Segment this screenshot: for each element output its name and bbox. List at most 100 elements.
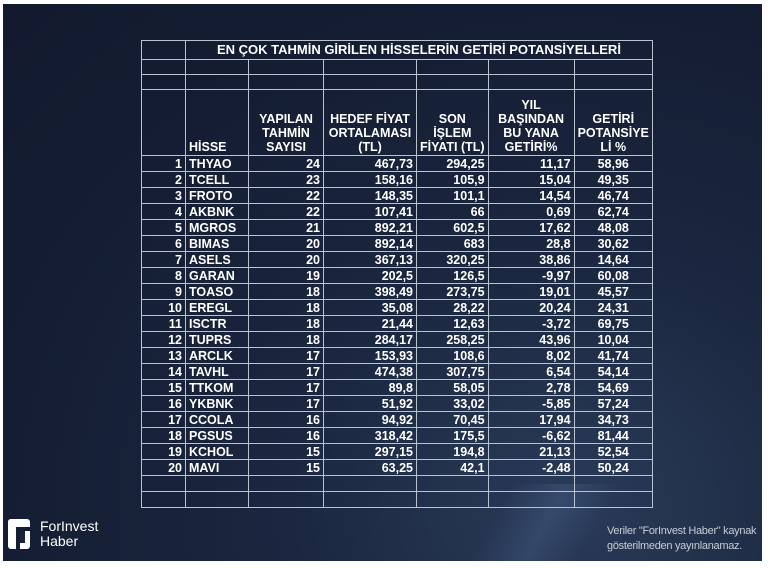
cell-ytd-return: 14,54 bbox=[487, 187, 575, 204]
cell-target-price-avg: 892,14 bbox=[323, 235, 417, 252]
cell-ytd-return: 38,86 bbox=[487, 251, 575, 268]
table-row: 11 ISCTR 18 21,44 12,63 -3,72 69,75 bbox=[141, 315, 653, 332]
cell-return-potential: 49,35 bbox=[573, 171, 653, 188]
cell-estimate-count: 22 bbox=[248, 187, 324, 204]
cell-ytd-return: -2,48 bbox=[487, 459, 575, 476]
cell-last-price: 194,8 bbox=[416, 443, 489, 460]
cell-rank: 12 bbox=[141, 331, 186, 348]
cell-estimate-count: 16 bbox=[248, 427, 324, 444]
cell-estimate-count: 16 bbox=[248, 411, 324, 428]
cell-ytd-return: 17,94 bbox=[487, 411, 575, 428]
cell-target-price-avg: 474,38 bbox=[323, 363, 417, 380]
header-stock: HİSSE bbox=[185, 89, 249, 156]
cell-rank: 15 bbox=[141, 379, 186, 396]
table-row: 9 TOASO 18 398,49 273,75 19,01 45,57 bbox=[141, 283, 653, 300]
infographic-panel: EN ÇOK TAHMİN GİRİLEN HİSSELERİN GETİRİ … bbox=[3, 4, 762, 561]
cell-stock: FROTO bbox=[185, 187, 249, 204]
cell-ytd-return: 28,8 bbox=[487, 235, 575, 252]
blank-row bbox=[141, 74, 653, 90]
table-row: 5 MGROS 21 892,21 602,5 17,62 48,08 bbox=[141, 219, 653, 236]
forinvest-haber-logo: ForInvest Haber bbox=[8, 519, 98, 549]
cell-estimate-count: 20 bbox=[248, 251, 324, 268]
header-target-price-avg: HEDEF FİYAT ORTALAMASI (TL) bbox=[323, 89, 417, 156]
blank-row bbox=[141, 475, 653, 492]
table-row: 7 ASELS 20 367,13 320,25 38,86 14,64 bbox=[141, 251, 653, 268]
cell-target-price-avg: 51,92 bbox=[323, 395, 417, 412]
cell-estimate-count: 24 bbox=[248, 155, 324, 172]
cell-estimate-count: 15 bbox=[248, 443, 324, 460]
cell-return-potential: 52,54 bbox=[573, 443, 653, 460]
cell-target-price-avg: 284,17 bbox=[323, 331, 417, 348]
cell-return-potential: 81,44 bbox=[573, 427, 653, 444]
footnote-line-2: gösterilmeden yayınlanamaz. bbox=[607, 540, 742, 552]
cell-ytd-return: 19,01 bbox=[487, 283, 575, 300]
cell-stock: EREGL bbox=[185, 299, 249, 316]
table-row: 16 YKBNK 17 51,92 33,02 -5,85 57,24 bbox=[141, 395, 653, 412]
cell-estimate-count: 18 bbox=[248, 283, 324, 300]
cell-estimate-count: 22 bbox=[248, 203, 324, 220]
cell-target-price-avg: 63,25 bbox=[323, 459, 417, 476]
cell-rank: 3 bbox=[141, 187, 186, 204]
cell-target-price-avg: 21,44 bbox=[323, 315, 417, 332]
cell-rank: 2 bbox=[141, 171, 186, 188]
table-row: 18 PGSUS 16 318,42 175,5 -6,62 81,44 bbox=[141, 427, 653, 444]
cell-rank: 6 bbox=[141, 235, 186, 252]
cell-rank: 1 bbox=[141, 155, 186, 172]
cell-rank: 7 bbox=[141, 251, 186, 268]
table-row: 1 THYAO 24 467,73 294,25 11,17 58,96 bbox=[141, 155, 653, 172]
cell-ytd-return: 21,13 bbox=[487, 443, 575, 460]
cell-estimate-count: 21 bbox=[248, 219, 324, 236]
cell-target-price-avg: 367,13 bbox=[323, 251, 417, 268]
cell-stock: TOASO bbox=[185, 283, 249, 300]
cell-rank: 18 bbox=[141, 427, 186, 444]
cell-stock: CCOLA bbox=[185, 411, 249, 428]
cell-stock: ARCLK bbox=[185, 347, 249, 364]
cell-last-price: 12,63 bbox=[416, 315, 489, 332]
cell-return-potential: 46,74 bbox=[573, 187, 653, 204]
cell-estimate-count: 17 bbox=[248, 363, 324, 380]
cell-return-potential: 69,75 bbox=[573, 315, 653, 332]
cell-return-potential: 24,31 bbox=[573, 299, 653, 316]
cell-ytd-return: 15,04 bbox=[487, 171, 575, 188]
cell-stock: ASELS bbox=[185, 251, 249, 268]
cell-stock: TTKOM bbox=[185, 379, 249, 396]
cell-last-price: 126,5 bbox=[416, 267, 489, 284]
cell-target-price-avg: 467,73 bbox=[323, 155, 417, 172]
cell-return-potential: 60,08 bbox=[573, 267, 653, 284]
cell-last-price: 58,05 bbox=[416, 379, 489, 396]
cell-stock: AKBNK bbox=[185, 203, 249, 220]
cell-last-price: 175,5 bbox=[416, 427, 489, 444]
logo-line-2: Haber bbox=[40, 533, 79, 549]
cell-rank: 10 bbox=[141, 299, 186, 316]
cell-return-potential: 14,64 bbox=[573, 251, 653, 268]
cell-rank: 17 bbox=[141, 411, 186, 428]
table-row: 3 FROTO 22 148,35 101,1 14,54 46,74 bbox=[141, 187, 653, 204]
cell-estimate-count: 18 bbox=[248, 299, 324, 316]
cell-target-price-avg: 107,41 bbox=[323, 203, 417, 220]
table-row: 12 TUPRS 18 284,17 258,25 43,96 10,04 bbox=[141, 331, 653, 348]
header-return-potential: GETİRİ POTANSİYE Lİ % bbox=[573, 89, 653, 156]
cell-ytd-return: 17,62 bbox=[487, 219, 575, 236]
cell-return-potential: 48,08 bbox=[573, 219, 653, 236]
cell-rank: 13 bbox=[141, 347, 186, 364]
cell-return-potential: 54,69 bbox=[573, 379, 653, 396]
cell-last-price: 42,1 bbox=[416, 459, 489, 476]
cell-target-price-avg: 202,5 bbox=[323, 267, 417, 284]
cell-rank: 11 bbox=[141, 315, 186, 332]
cell-return-potential: 34,73 bbox=[573, 411, 653, 428]
cell-estimate-count: 17 bbox=[248, 347, 324, 364]
cell-last-price: 101,1 bbox=[416, 187, 489, 204]
cell-estimate-count: 18 bbox=[248, 315, 324, 332]
cell-return-potential: 62,74 bbox=[573, 203, 653, 220]
cell-ytd-return: 2,78 bbox=[487, 379, 575, 396]
cell-rank: 14 bbox=[141, 363, 186, 380]
logo-line-1: ForInvest bbox=[40, 518, 99, 534]
cell-ytd-return: 11,17 bbox=[487, 155, 575, 172]
table-row: 6 BIMAS 20 892,14 683 28,8 30,62 bbox=[141, 235, 653, 252]
cell-last-price: 105,9 bbox=[416, 171, 489, 188]
cell-target-price-avg: 153,93 bbox=[323, 347, 417, 364]
cell-last-price: 258,25 bbox=[416, 331, 489, 348]
cell-ytd-return: -3,72 bbox=[487, 315, 575, 332]
cell-last-price: 602,5 bbox=[416, 219, 489, 236]
cell-last-price: 33,02 bbox=[416, 395, 489, 412]
